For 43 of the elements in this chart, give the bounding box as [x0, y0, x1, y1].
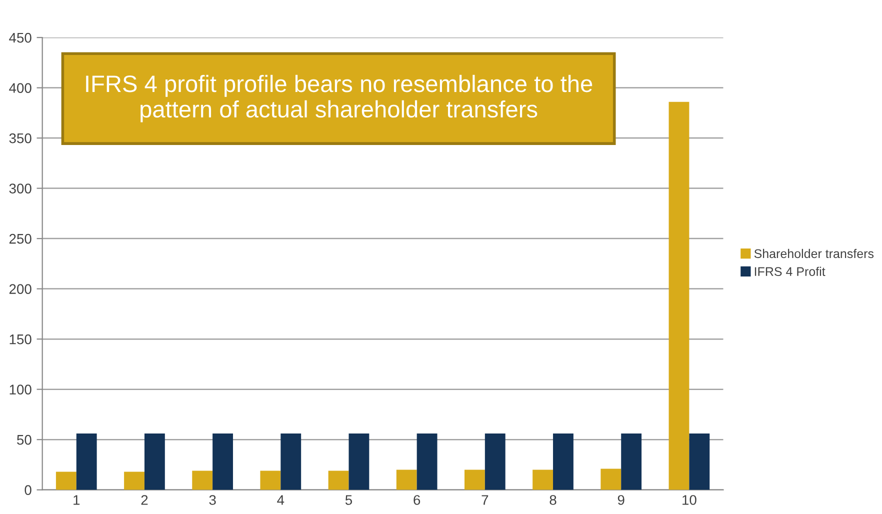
- bar: [348, 434, 370, 490]
- bar: [280, 434, 302, 490]
- x-tick-label: 1: [74, 495, 80, 505]
- annotation: IFRS 4 profit profile bears no resemblance to the pattern of actual shareholder transfers: [86, 74, 592, 122]
- x-tick-label: 4: [277, 495, 284, 505]
- y-tick-label: 0: [24, 485, 32, 496]
- x-tick-label: 3: [209, 495, 216, 505]
- y-tick-label: 450: [9, 32, 32, 43]
- y-tick-label: 200: [9, 284, 32, 294]
- bar: [600, 468, 622, 490]
- y-tick-label: 300: [9, 184, 32, 194]
- bar: [532, 470, 554, 490]
- y-tick-label: 100: [10, 384, 32, 394]
- bar: [621, 434, 642, 490]
- bar: [328, 470, 349, 490]
- x-tick-label: 5: [345, 495, 352, 505]
- bar: [56, 472, 76, 490]
- bar: [553, 434, 574, 490]
- bar: [396, 470, 417, 490]
- y-tick-label: 50: [17, 434, 32, 445]
- x-tick-label: 2: [141, 495, 148, 505]
- bar: [76, 434, 97, 490]
- bar: [484, 434, 506, 490]
- y-tick-label: 350: [9, 133, 32, 144]
- y-tick-label: 250: [9, 234, 32, 244]
- y-tick-label: 400: [9, 83, 32, 93]
- legend-label: Shareholder transfers: [754, 248, 874, 258]
- bar: [144, 434, 165, 490]
- x-tick-label: 6: [414, 495, 420, 505]
- x-tick-label: 9: [618, 495, 624, 505]
- bar: [668, 102, 690, 490]
- bar: [192, 470, 213, 490]
- x-tick-label: 7: [482, 495, 488, 505]
- x-tick-label: 10: [682, 495, 696, 505]
- bar: [416, 434, 438, 490]
- bar: [689, 434, 710, 490]
- bar: [260, 470, 281, 490]
- y-tick-label: 150: [10, 334, 32, 344]
- legend-label: IFRS 4 Profit: [754, 266, 826, 276]
- x-tick-label: 8: [550, 495, 556, 505]
- bar: [124, 472, 144, 490]
- bar: [212, 434, 233, 490]
- bar: [464, 470, 485, 490]
